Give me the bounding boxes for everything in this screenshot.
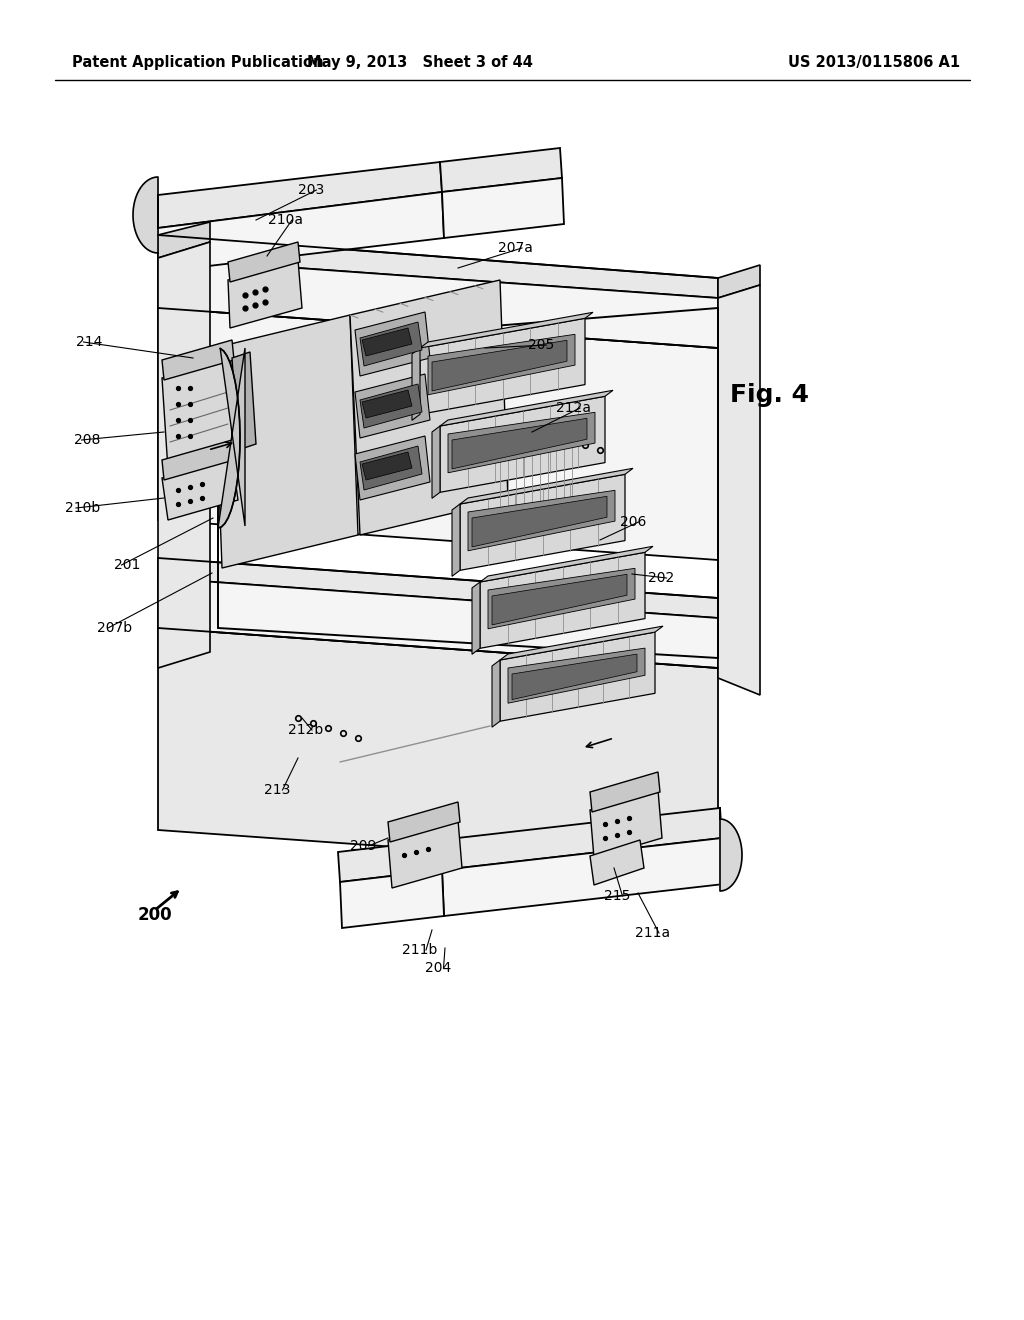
Polygon shape [492, 660, 500, 727]
Text: May 9, 2013   Sheet 3 of 44: May 9, 2013 Sheet 3 of 44 [307, 54, 532, 70]
Polygon shape [590, 789, 662, 858]
Text: 212b: 212b [288, 723, 324, 737]
Polygon shape [158, 558, 718, 618]
Polygon shape [442, 838, 724, 916]
Polygon shape [388, 820, 462, 888]
Polygon shape [218, 348, 245, 528]
Polygon shape [388, 803, 460, 842]
Polygon shape [338, 840, 442, 882]
Polygon shape [158, 242, 210, 668]
Text: Fig. 4: Fig. 4 [730, 383, 809, 407]
Polygon shape [158, 628, 718, 870]
Text: 208: 208 [74, 433, 100, 447]
Polygon shape [452, 504, 460, 577]
Polygon shape [718, 265, 760, 298]
Polygon shape [508, 648, 645, 704]
Text: 210a: 210a [268, 213, 303, 227]
Polygon shape [355, 312, 430, 376]
Text: 210b: 210b [65, 502, 100, 515]
Polygon shape [718, 285, 760, 696]
Text: 213: 213 [264, 783, 291, 797]
Polygon shape [442, 178, 564, 238]
Polygon shape [492, 574, 627, 624]
Polygon shape [158, 162, 442, 228]
Text: 215: 215 [604, 888, 631, 903]
Polygon shape [158, 578, 718, 668]
Polygon shape [432, 426, 440, 498]
Polygon shape [460, 474, 625, 570]
Polygon shape [480, 546, 653, 582]
Polygon shape [158, 222, 210, 257]
Polygon shape [362, 451, 412, 480]
Polygon shape [420, 318, 585, 414]
Text: 206: 206 [620, 515, 646, 529]
Polygon shape [228, 242, 300, 282]
Polygon shape [350, 280, 508, 535]
Polygon shape [355, 436, 430, 500]
Polygon shape [360, 446, 422, 490]
Polygon shape [440, 391, 613, 426]
Polygon shape [158, 257, 718, 348]
Text: 211a: 211a [635, 927, 670, 940]
Polygon shape [158, 308, 718, 560]
Polygon shape [468, 490, 615, 550]
Text: 200: 200 [138, 906, 173, 924]
Polygon shape [452, 418, 587, 469]
Text: 202: 202 [648, 572, 674, 585]
Polygon shape [162, 358, 238, 470]
Polygon shape [362, 327, 412, 356]
Text: 201: 201 [114, 558, 140, 572]
Polygon shape [412, 348, 420, 420]
Text: 204: 204 [425, 961, 452, 975]
Text: 205: 205 [528, 338, 554, 352]
Polygon shape [460, 469, 633, 504]
Polygon shape [432, 341, 567, 391]
Polygon shape [590, 772, 660, 812]
Polygon shape [449, 412, 595, 473]
Polygon shape [162, 341, 234, 380]
Polygon shape [488, 569, 635, 628]
Polygon shape [440, 396, 605, 492]
Text: 207a: 207a [498, 242, 532, 255]
Polygon shape [360, 322, 422, 366]
Polygon shape [162, 440, 234, 480]
Polygon shape [440, 148, 562, 191]
Text: 203: 203 [298, 183, 325, 197]
Polygon shape [360, 384, 422, 428]
Polygon shape [512, 655, 637, 700]
Polygon shape [340, 870, 444, 928]
Polygon shape [720, 808, 742, 891]
Text: 209: 209 [350, 840, 377, 853]
Text: 207b: 207b [97, 620, 132, 635]
Polygon shape [232, 352, 256, 450]
Text: US 2013/0115806 A1: US 2013/0115806 A1 [787, 54, 961, 70]
Polygon shape [428, 334, 575, 395]
Polygon shape [228, 260, 302, 327]
Polygon shape [133, 177, 158, 253]
Polygon shape [440, 808, 722, 870]
Polygon shape [158, 235, 718, 298]
Text: Patent Application Publication: Patent Application Publication [72, 54, 324, 70]
Polygon shape [362, 389, 412, 418]
Text: 211b: 211b [402, 942, 437, 957]
Polygon shape [500, 626, 663, 660]
Polygon shape [480, 552, 645, 648]
Polygon shape [472, 582, 480, 655]
Polygon shape [355, 374, 430, 438]
Polygon shape [420, 313, 593, 348]
Polygon shape [158, 191, 444, 272]
Polygon shape [162, 458, 238, 520]
Text: 212a: 212a [556, 401, 591, 414]
Polygon shape [590, 840, 644, 884]
Polygon shape [214, 315, 358, 568]
Polygon shape [472, 496, 607, 546]
Polygon shape [500, 632, 655, 721]
Text: 214: 214 [76, 335, 102, 348]
